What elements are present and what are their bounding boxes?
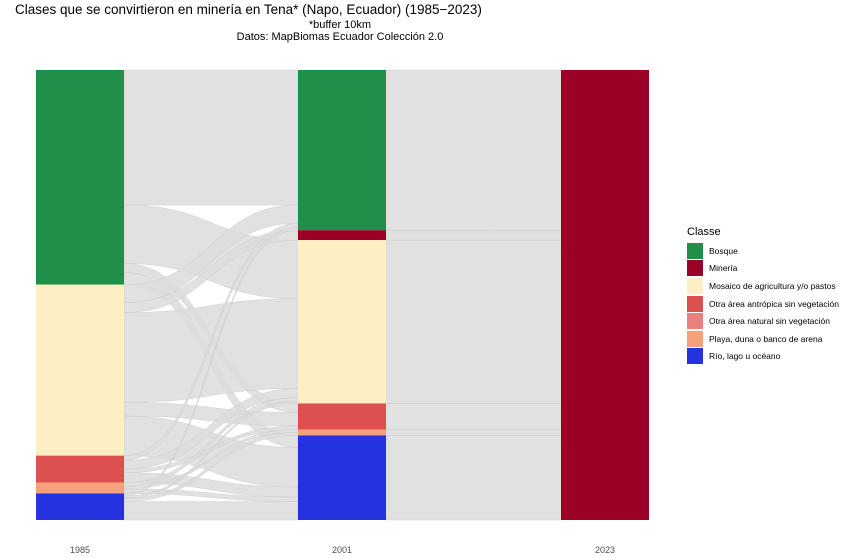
legend-swatch	[687, 242, 703, 259]
legend-item-playa-duna-o-banco-de-arena: Playa, duna o banco de arena	[687, 330, 839, 348]
legend-swatch	[687, 313, 703, 330]
flow-2001-2023-mineria-to-mineria	[385, 229, 562, 241]
flow-2001-2023-otra-area-antropica-sin-vegetacion-to-mineria	[385, 403, 562, 430]
legend-swatch	[687, 295, 703, 312]
legend-item-rio-lago-u-oceano: Río, lago u océano	[687, 348, 839, 366]
chart-subtitle-source: Datos: MapBiomas Ecuador Colección 2.0	[236, 31, 444, 43]
legend-swatch	[687, 260, 703, 277]
flow-1985-2001-rio-lago-u-oceano-to-rio-lago-u-oceano	[123, 501, 299, 521]
legend-item-otra-area-natural-sin-vegetacion: Otra área natural sin vegetación	[687, 312, 839, 330]
stratum-1985-mosaico-de-agricultura-y-o-pastos	[36, 284, 124, 456]
legend-item-mosaico-de-agricultura-y-o-pastos: Mosaico de agricultura y/o pastos	[687, 277, 839, 295]
legend-label: Mosaico de agricultura y/o pastos	[709, 280, 836, 291]
stratum-1985-bosque	[36, 70, 124, 285]
chart-subtitle-buffer: *buffer 10km	[308, 19, 372, 31]
stratum-2001-mineria	[298, 230, 386, 241]
legend-label: Minería	[709, 263, 738, 274]
x-tick-2001: 2001	[332, 545, 352, 555]
legend-label: Playa, duna o banco de arena	[709, 333, 823, 344]
legend-label: Río, lago u océano	[709, 351, 781, 362]
legend-item-bosque: Bosque	[687, 242, 839, 260]
stratum-2023-mineria	[561, 70, 649, 520]
legend: Classe Bosque Minería Mosaico de agricultu…	[687, 226, 839, 365]
stratum-2001-playa-duna-o-banco-de-arena	[298, 429, 386, 436]
legend-title: Classe	[687, 226, 721, 238]
stratum-1985-otra-area-antropica-sin-vegetacion	[36, 455, 124, 483]
chart-title: Clases que se convirtieron en minería en…	[15, 2, 482, 17]
x-tick-1985: 1985	[70, 545, 90, 555]
flow-1985-2001-mosaico-de-agricultura-y-o-pastos-to-mosaico-de-agricultura-y-o-pastos	[123, 298, 299, 403]
stratum-2001-rio-lago-u-oceano	[298, 435, 386, 520]
stratum-2001-otra-area-antropica-sin-vegetacion	[298, 403, 386, 430]
flow-1985-2001-bosque-to-bosque	[123, 69, 299, 206]
stratum-1985-rio-lago-u-oceano	[36, 493, 124, 520]
legend-swatch	[687, 277, 703, 294]
legend-label: Bosque	[709, 245, 738, 256]
legend-label: Otra área natural sin vegetación	[709, 316, 830, 327]
legend-label: Otra área antrópica sin vegetación	[709, 298, 839, 309]
legend-swatch	[687, 330, 703, 347]
flow-2001-2023-bosque-to-mineria	[385, 69, 562, 231]
flow-2001-2023-mosaico-de-agricultura-y-o-pastos-to-mineria	[385, 239, 562, 404]
stratum-2001-mosaico-de-agricultura-y-o-pastos	[298, 240, 386, 404]
legend-swatch	[687, 348, 703, 365]
legend-item-mineria: Minería	[687, 260, 839, 278]
flow-2001-2023-playa-duna-o-banco-de-arena-to-mineria	[385, 429, 562, 436]
x-tick-2023: 2023	[595, 545, 615, 555]
legend-item-otra-area-antropica-sin-vegetacion: Otra área antrópica sin vegetación	[687, 295, 839, 313]
stratum-1985-playa-duna-o-banco-de-arena	[36, 482, 124, 494]
flow-2001-2023-rio-lago-u-oceano-to-mineria	[385, 435, 562, 521]
stratum-2001-bosque	[298, 70, 386, 231]
